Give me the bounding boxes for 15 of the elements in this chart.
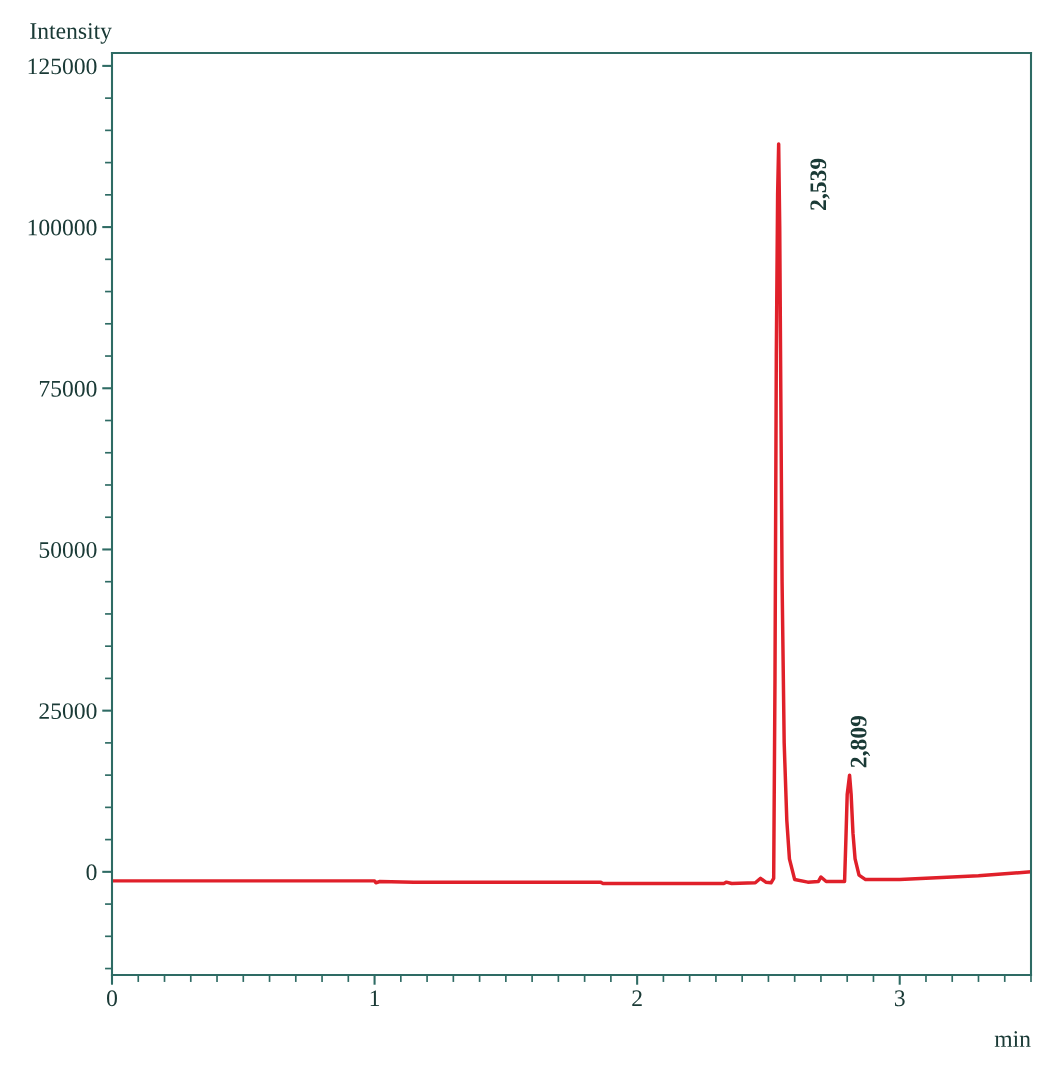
annotation: 2,809 (850, 715, 871, 768)
line-series (112, 142, 1031, 886)
y-tick-label: 50000 (39, 541, 97, 558)
y-tick-label: 0 (86, 864, 97, 881)
x-tick-label: 2 (632, 990, 642, 1006)
y-tick-label: 25000 (39, 703, 97, 720)
x-tick-label: 0 (107, 990, 117, 1007)
x-axis-title: min (994, 1031, 1031, 1047)
x-tick-label: 1 (370, 990, 380, 1006)
y-tick-label: 125000 (28, 58, 97, 75)
annotation: 2,539 (810, 158, 830, 210)
y-tick-label: 75000 (39, 380, 97, 397)
x-tick-label: 3 (894, 990, 905, 1007)
y-axis-title: Intensity (30, 23, 112, 44)
y-tick-label: 100000 (28, 219, 97, 236)
